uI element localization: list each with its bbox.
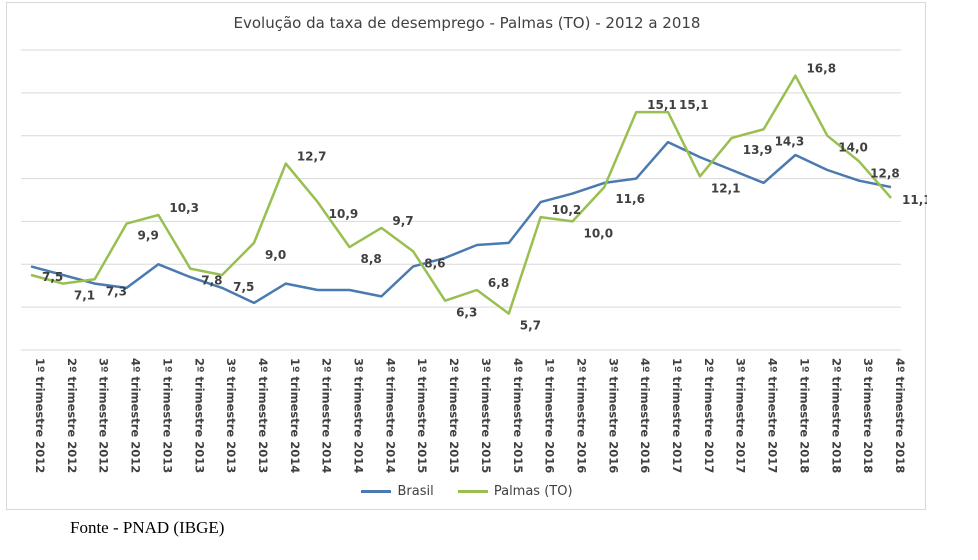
- data-label: 8,6: [424, 256, 445, 270]
- legend-swatch-brasil: [361, 490, 392, 493]
- legend-label-brasil: Brasil: [397, 484, 434, 499]
- data-label: 9,7: [392, 214, 413, 228]
- data-label: 13,9: [743, 143, 773, 157]
- x-tick-label: 3º trimestre 2015: [479, 358, 493, 473]
- data-label: 8,8: [361, 252, 382, 266]
- data-label: 11,6: [615, 192, 645, 206]
- data-label: 7,3: [106, 284, 127, 298]
- data-label: 7,5: [42, 270, 63, 284]
- line-chart: 7,5 7,1 7,3 9,9 10,3 7,8 7,5 9,0 12,7 10,9 8,8 9,7 8…: [21, 49, 927, 473]
- x-tick-label: 3º trimestre 2017: [734, 358, 748, 473]
- data-label: 14,0: [838, 141, 868, 155]
- data-label: 7,8: [201, 274, 222, 288]
- x-tick-label: 1º trimestre 2014: [288, 358, 302, 473]
- data-label: 6,3: [456, 306, 477, 320]
- data-label: 10,2: [552, 203, 582, 217]
- chart-title: Evolução da taxa de desemprego - Palmas …: [233, 14, 701, 32]
- data-label: 14,3: [775, 134, 805, 148]
- x-tick-label: 2º trimestre 2012: [65, 358, 79, 473]
- x-tick-label: 4º trimestre 2014: [383, 358, 397, 473]
- data-label: 12,1: [711, 181, 741, 195]
- source-note: Fonte - PNAD (IBGE): [70, 518, 225, 537]
- x-tick-label: 3º trimestre 2014: [352, 358, 366, 473]
- x-tick-label: 4º trimestre 2013: [256, 358, 270, 473]
- x-tick-label: 3º trimestre 2012: [97, 358, 111, 473]
- data-label: 15,1: [647, 98, 677, 112]
- x-axis: 1º trimestre 2012 2º trimestre 2012 3º tri…: [33, 358, 907, 473]
- x-tick-label: 2º trimestre 2016: [574, 358, 588, 473]
- x-tick-label: 4º trimestre 2012: [129, 358, 143, 473]
- x-tick-label: 3º trimestre 2016: [606, 358, 620, 473]
- data-label: 12,8: [870, 166, 900, 180]
- x-tick-label: 1º trimestre 2013: [160, 358, 174, 473]
- x-tick-label: 1º trimestre 2017: [670, 358, 684, 473]
- x-tick-label: 4º trimestre 2016: [638, 358, 652, 473]
- x-tick-label: 4º trimestre 2015: [511, 358, 525, 473]
- x-tick-label: 4º trimestre 2017: [766, 358, 780, 473]
- data-label: 6,8: [488, 276, 509, 290]
- data-label: 7,1: [74, 289, 95, 303]
- data-label: 16,8: [806, 62, 836, 76]
- data-label: 5,7: [520, 319, 541, 333]
- data-label: 10,9: [329, 207, 359, 221]
- x-tick-label: 1º trimestre 2015: [415, 358, 429, 473]
- x-tick-label: 2º trimestre 2013: [192, 358, 206, 473]
- x-tick-label: 1º trimestre 2012: [33, 358, 47, 473]
- legend: Brasil Palmas (TO): [7, 482, 927, 499]
- x-tick-label: 2º trimestre 2017: [702, 358, 716, 473]
- x-tick-label: 3º trimestre 2013: [224, 358, 238, 473]
- legend-swatch-palmas: [457, 490, 488, 493]
- legend-label-palmas: Palmas (TO): [493, 484, 573, 499]
- legend-item-palmas: Palmas (TO): [457, 484, 573, 499]
- legend-item-brasil: Brasil: [361, 484, 434, 499]
- data-label: 9,9: [138, 229, 159, 243]
- x-tick-label: 1º trimestre 2018: [797, 358, 811, 473]
- data-label: 10,0: [583, 226, 613, 240]
- x-tick-label: 2º trimestre 2015: [447, 358, 461, 473]
- x-tick-label: 3º trimestre 2018: [861, 358, 875, 473]
- data-label: 15,1: [679, 98, 709, 112]
- x-tick-label: 2º trimestre 2018: [829, 358, 843, 473]
- series-line-palmas: [30, 74, 892, 315]
- x-tick-label: 2º trimestre 2014: [320, 358, 334, 473]
- data-label: 10,3: [169, 201, 199, 215]
- series-line-brasil: [30, 140, 892, 305]
- data-label: 9,0: [265, 248, 286, 262]
- x-tick-label: 4º trimestre 2018: [893, 358, 907, 473]
- data-label: 7,5: [233, 280, 254, 294]
- series-lines: [30, 74, 892, 315]
- data-labels: 7,5 7,1 7,3 9,9 10,3 7,8 7,5 9,0 12,7 10,9 8,8 9,7 8…: [42, 62, 927, 333]
- chart-frame: Evolução da taxa de desemprego - Palmas …: [6, 2, 927, 510]
- gridlines: [21, 49, 901, 351]
- x-tick-label: 1º trimestre 2016: [543, 358, 557, 473]
- data-label: 11,1: [902, 193, 927, 207]
- data-label: 12,7: [297, 150, 327, 164]
